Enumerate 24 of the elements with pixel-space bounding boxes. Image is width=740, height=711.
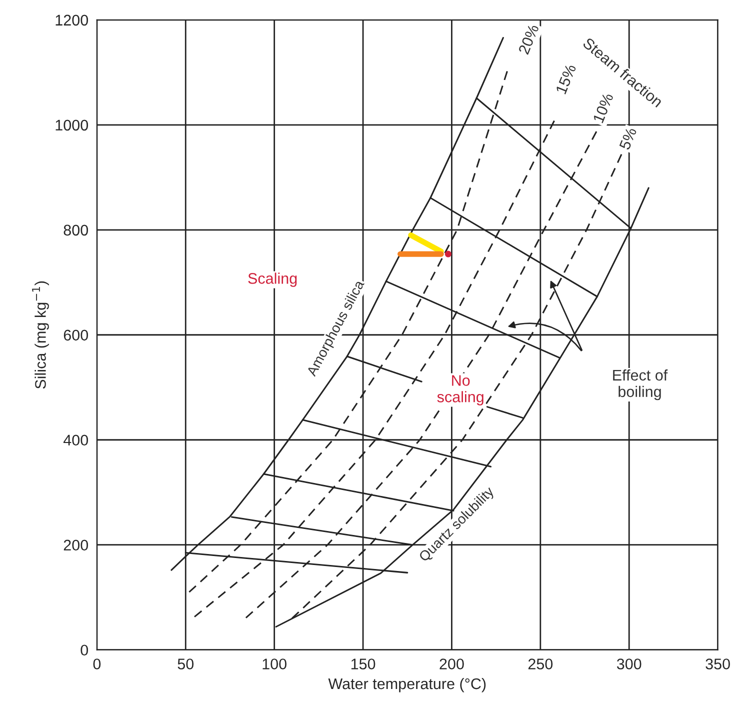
annotation: 10%: [592, 92, 614, 124]
y-tick-label: 400: [63, 434, 88, 446]
x-tick-label: 300: [616, 658, 642, 670]
x-axis-title: Water temperature (°C): [328, 678, 486, 692]
x-tick-label: 0: [93, 658, 101, 670]
x-tick-label: 150: [351, 658, 376, 670]
y-tick-label: 1000: [56, 120, 88, 131]
y-tick-label: 200: [64, 540, 88, 551]
x-tick-label: 350: [706, 658, 730, 670]
y-axis-title: Silica (mg kg$^{−1}$): [32, 281, 49, 389]
x-tick-label: 50: [178, 658, 194, 670]
annotation: 15%: [556, 64, 576, 94]
x-tick-label: 100: [262, 658, 286, 670]
annotation: 5%: [619, 126, 637, 150]
annotation: Scaling: [248, 272, 297, 287]
y-tick-label: 600: [64, 330, 88, 341]
x-tick-label: 200: [440, 658, 464, 670]
annotation: No scaling: [437, 375, 484, 406]
y-tick-label: 1200: [56, 14, 88, 26]
y-tick-label: 800: [64, 224, 88, 236]
annotation: Effect of boiling: [613, 369, 668, 400]
x-tick-label: 250: [528, 658, 553, 670]
y-tick-label: 0: [80, 644, 88, 656]
annotation: 20%: [518, 24, 540, 55]
